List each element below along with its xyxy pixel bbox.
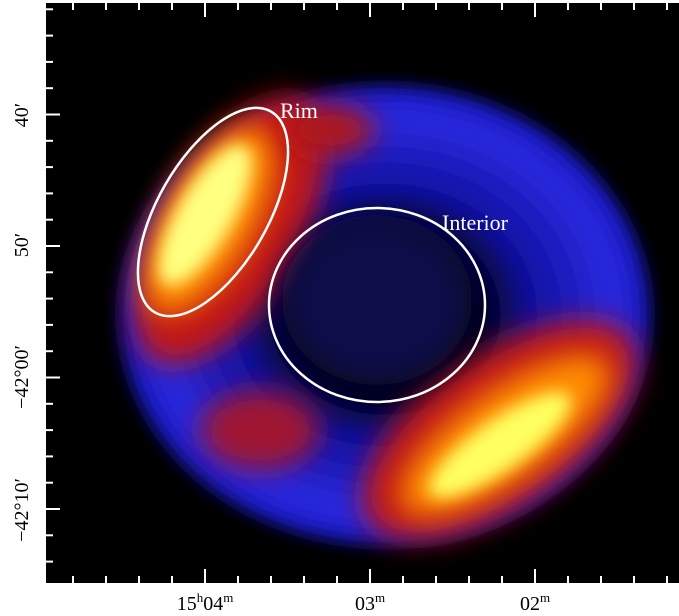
x-tick-label: 03m <box>355 590 385 615</box>
x-tick-label-part: 03 <box>355 593 375 615</box>
y-tick-label: 50′ <box>11 233 33 257</box>
x-tick-label: 15h04m <box>177 590 234 615</box>
x-tick-label-part: 15 <box>177 593 197 615</box>
x-tick-label-part: m <box>375 590 385 605</box>
interior-label: Interior <box>442 210 509 235</box>
y-tick-label: 40′ <box>11 103 33 127</box>
figure: Rim Interior 15h04m03m02m40′50′−42°00′−4… <box>0 0 679 616</box>
rim-label: Rim <box>280 98 318 123</box>
x-tick-label: 02m <box>520 590 550 615</box>
x-tick-label-part: 02 <box>520 593 540 615</box>
x-tick-label-part: m <box>540 590 550 605</box>
x-tick-label-part: m <box>223 590 233 605</box>
y-tick-label: −42°00′ <box>11 345 33 409</box>
y-tick-label: −42°10′ <box>11 478 33 542</box>
x-tick-label-part: 04 <box>203 593 223 615</box>
